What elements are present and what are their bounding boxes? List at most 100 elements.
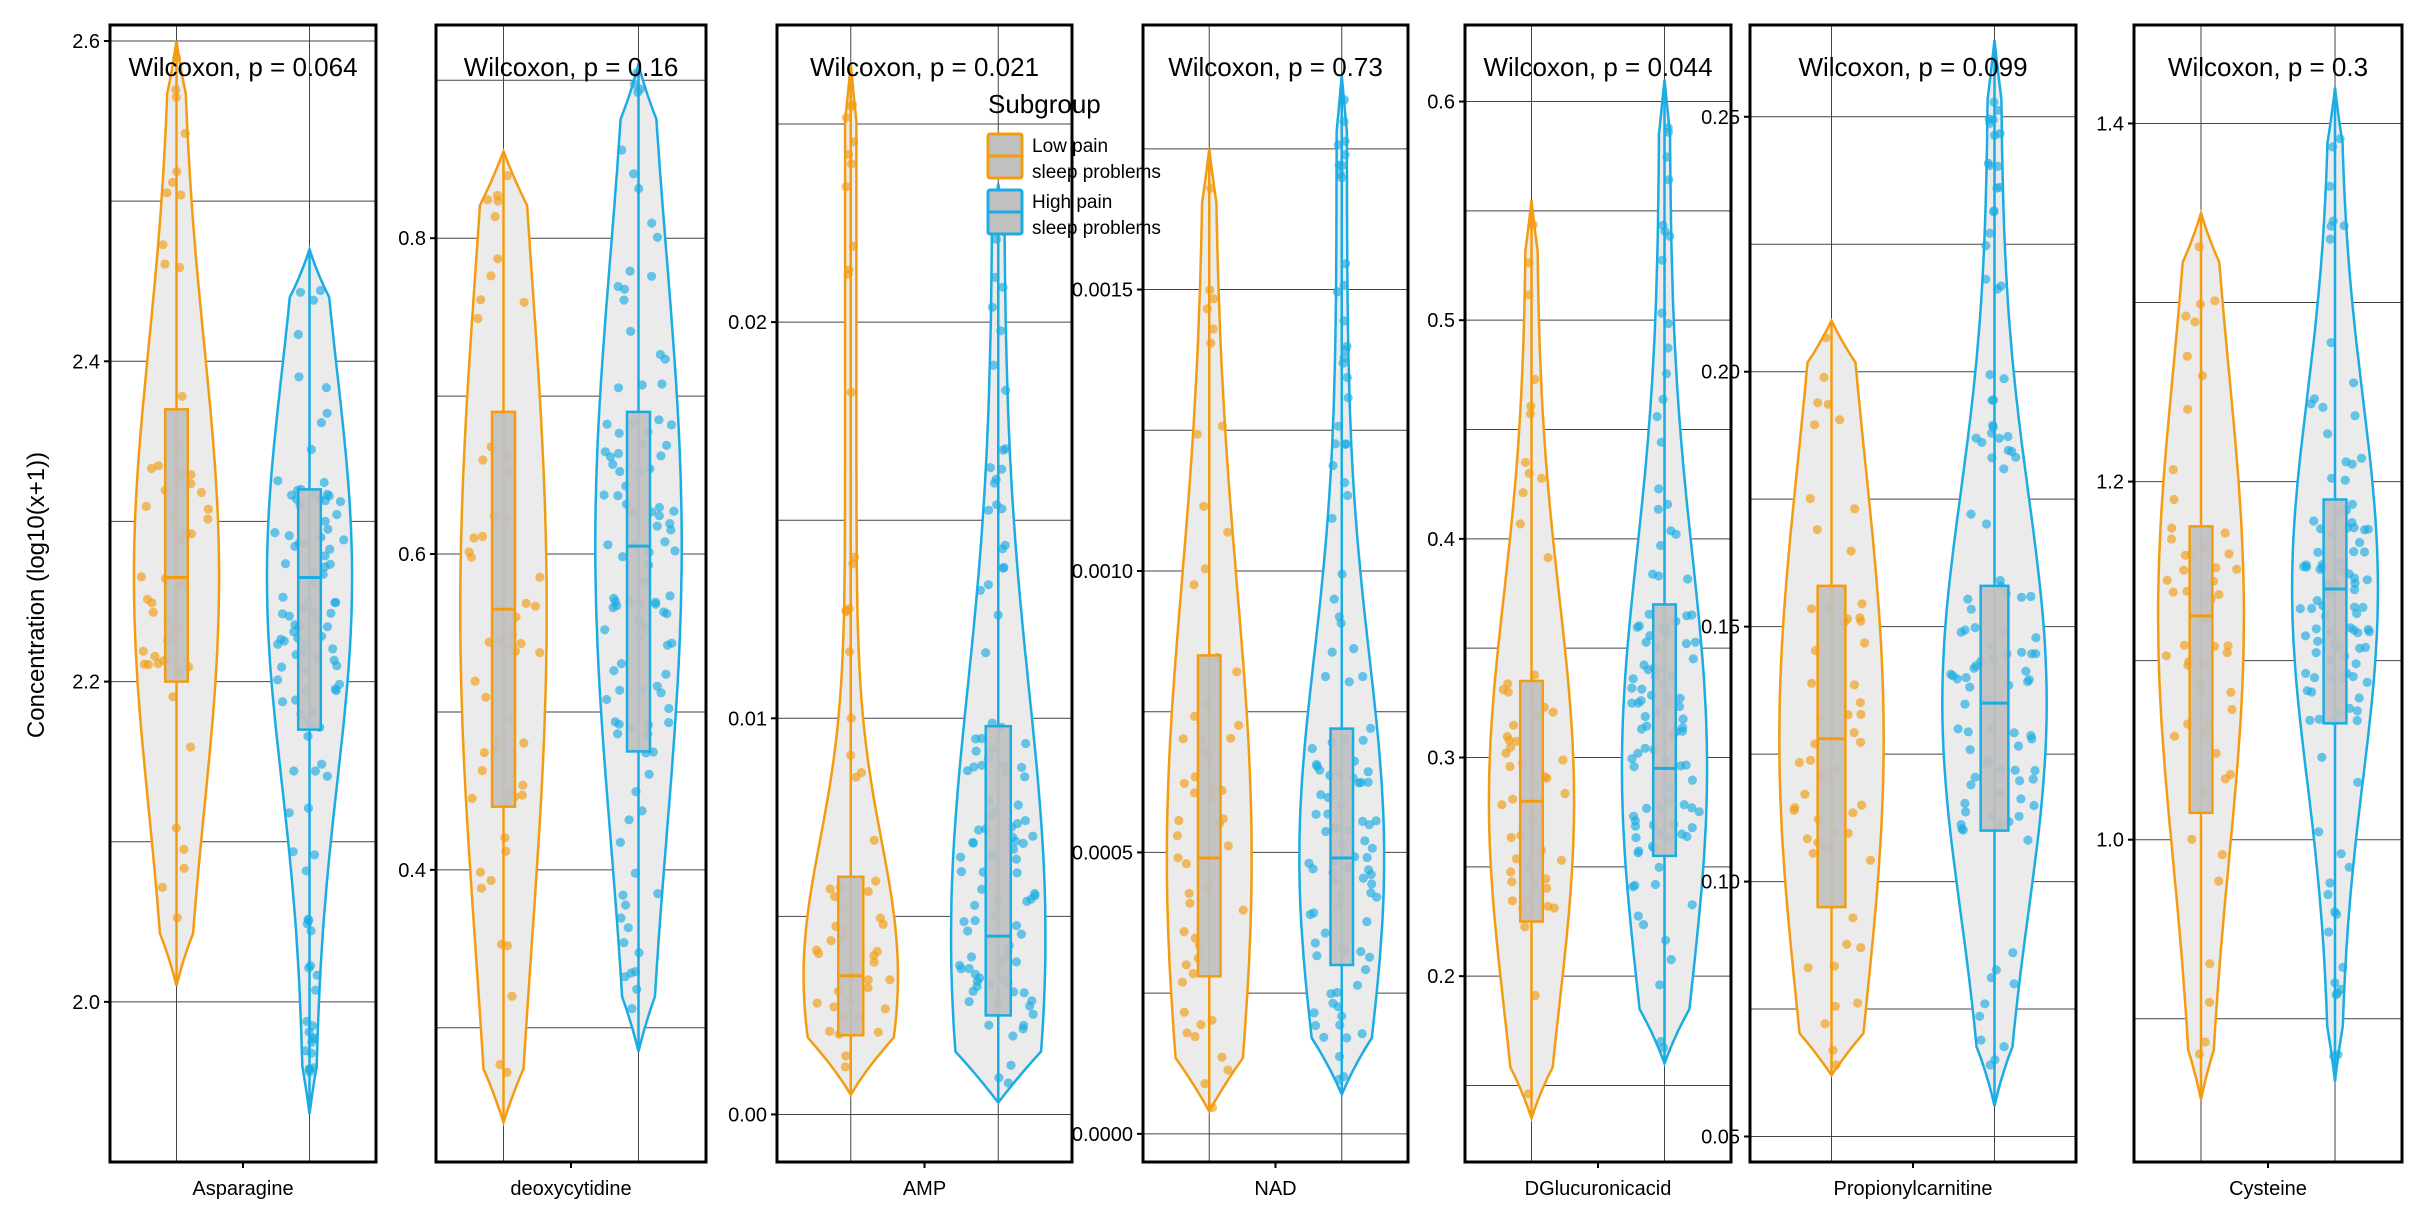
data-point: [2363, 524, 2373, 534]
data-point: [1174, 815, 1184, 826]
data-point: [1653, 504, 1663, 514]
data-point: [1688, 654, 1698, 664]
data-point: [1663, 127, 1673, 137]
data-point: [1820, 1019, 1830, 1029]
data-point: [618, 552, 628, 562]
data-point: [502, 171, 512, 181]
data-point: [464, 547, 474, 557]
data-point: [1681, 639, 1691, 649]
data-point: [655, 349, 666, 360]
data-point: [1678, 714, 1688, 724]
panel-cysteine: 1.0 1.2 1.4 Cysteine Wilcoxon, p = 0.3: [2096, 23, 2404, 1200]
data-point: [2017, 647, 2027, 657]
data-point: [1632, 622, 1642, 632]
data-point: [1223, 841, 1233, 851]
data-point: [153, 658, 163, 669]
box-iqr: [1651, 603, 1678, 858]
data-point: [1329, 594, 1339, 604]
data-point: [869, 835, 879, 845]
data-point: [323, 524, 333, 534]
y-tick-label: 0.0010: [1072, 561, 1133, 583]
data-point: [2194, 242, 2204, 252]
data-point: [662, 609, 672, 619]
data-point: [1980, 999, 1990, 1009]
data-point: [1860, 638, 1870, 648]
data-point: [521, 598, 531, 609]
data-point: [1548, 707, 1558, 717]
data-point: [1849, 728, 1859, 738]
data-point: [2009, 728, 2019, 738]
data-point: [812, 945, 822, 955]
data-point: [1199, 501, 1209, 511]
data-point: [1633, 748, 1643, 758]
data-point: [1641, 637, 1651, 647]
data-point: [519, 297, 529, 307]
data-point: [2197, 371, 2207, 381]
data-point: [956, 852, 966, 862]
data-point: [1655, 980, 1665, 990]
data-point: [469, 533, 479, 543]
data-point: [1966, 780, 1976, 790]
data-point: [1021, 738, 1031, 749]
data-point: [2179, 565, 2189, 575]
data-point: [1976, 1035, 1986, 1045]
data-point: [2323, 429, 2333, 439]
data-point: [1520, 457, 1530, 467]
data-point: [2014, 811, 2024, 821]
data-point: [647, 271, 657, 281]
data-point: [602, 419, 612, 429]
data-point: [2340, 475, 2350, 485]
data-point: [1179, 927, 1189, 937]
data-point: [308, 295, 319, 305]
data-point: [530, 601, 541, 611]
data-point: [2317, 752, 2327, 762]
data-point: [1856, 943, 1866, 953]
data-point: [1217, 421, 1227, 431]
data-point: [288, 847, 298, 857]
data-point: [1020, 772, 1030, 782]
data-point: [2362, 575, 2372, 585]
data-point: [621, 900, 631, 910]
box-iqr: [625, 410, 652, 753]
data-point: [1341, 345, 1351, 355]
data-point: [829, 1002, 839, 1012]
data-point: [2030, 765, 2040, 776]
data-point: [322, 622, 333, 632]
data-point: [1366, 723, 1376, 734]
data-point: [162, 188, 172, 198]
data-point: [196, 487, 206, 498]
data-point: [956, 867, 967, 877]
data-point: [959, 917, 969, 927]
data-point: [1018, 838, 1028, 849]
data-point: [1328, 460, 1338, 471]
data-point: [1675, 693, 1685, 703]
data-point: [619, 284, 630, 294]
data-point: [1365, 952, 1375, 962]
y-tick-label: 0.10: [1701, 872, 1740, 894]
data-point: [2168, 465, 2178, 475]
data-point: [493, 196, 503, 206]
data-point: [1813, 398, 1823, 408]
data-point: [1631, 833, 1641, 843]
data-point: [2355, 537, 2365, 548]
data-point: [1856, 709, 1866, 720]
data-point: [2363, 624, 2373, 635]
data-point: [500, 833, 510, 843]
data-point: [1828, 1045, 1838, 1055]
data-point: [844, 265, 854, 275]
data-point: [2015, 776, 2025, 786]
data-point: [1030, 891, 1040, 901]
data-point: [1327, 513, 1337, 524]
data-point: [2027, 734, 2037, 744]
data-point: [153, 461, 163, 471]
data-point: [2204, 997, 2215, 1007]
data-point: [1003, 1078, 1013, 1088]
data-point: [2211, 748, 2221, 759]
data-point: [2352, 706, 2362, 716]
box-iqr: [984, 724, 1013, 1017]
data-point: [2183, 404, 2193, 414]
data-point: [885, 975, 895, 985]
y-tick-label: 1.0: [2096, 830, 2124, 852]
data-point: [1028, 1009, 1038, 1019]
data-point: [600, 625, 610, 635]
